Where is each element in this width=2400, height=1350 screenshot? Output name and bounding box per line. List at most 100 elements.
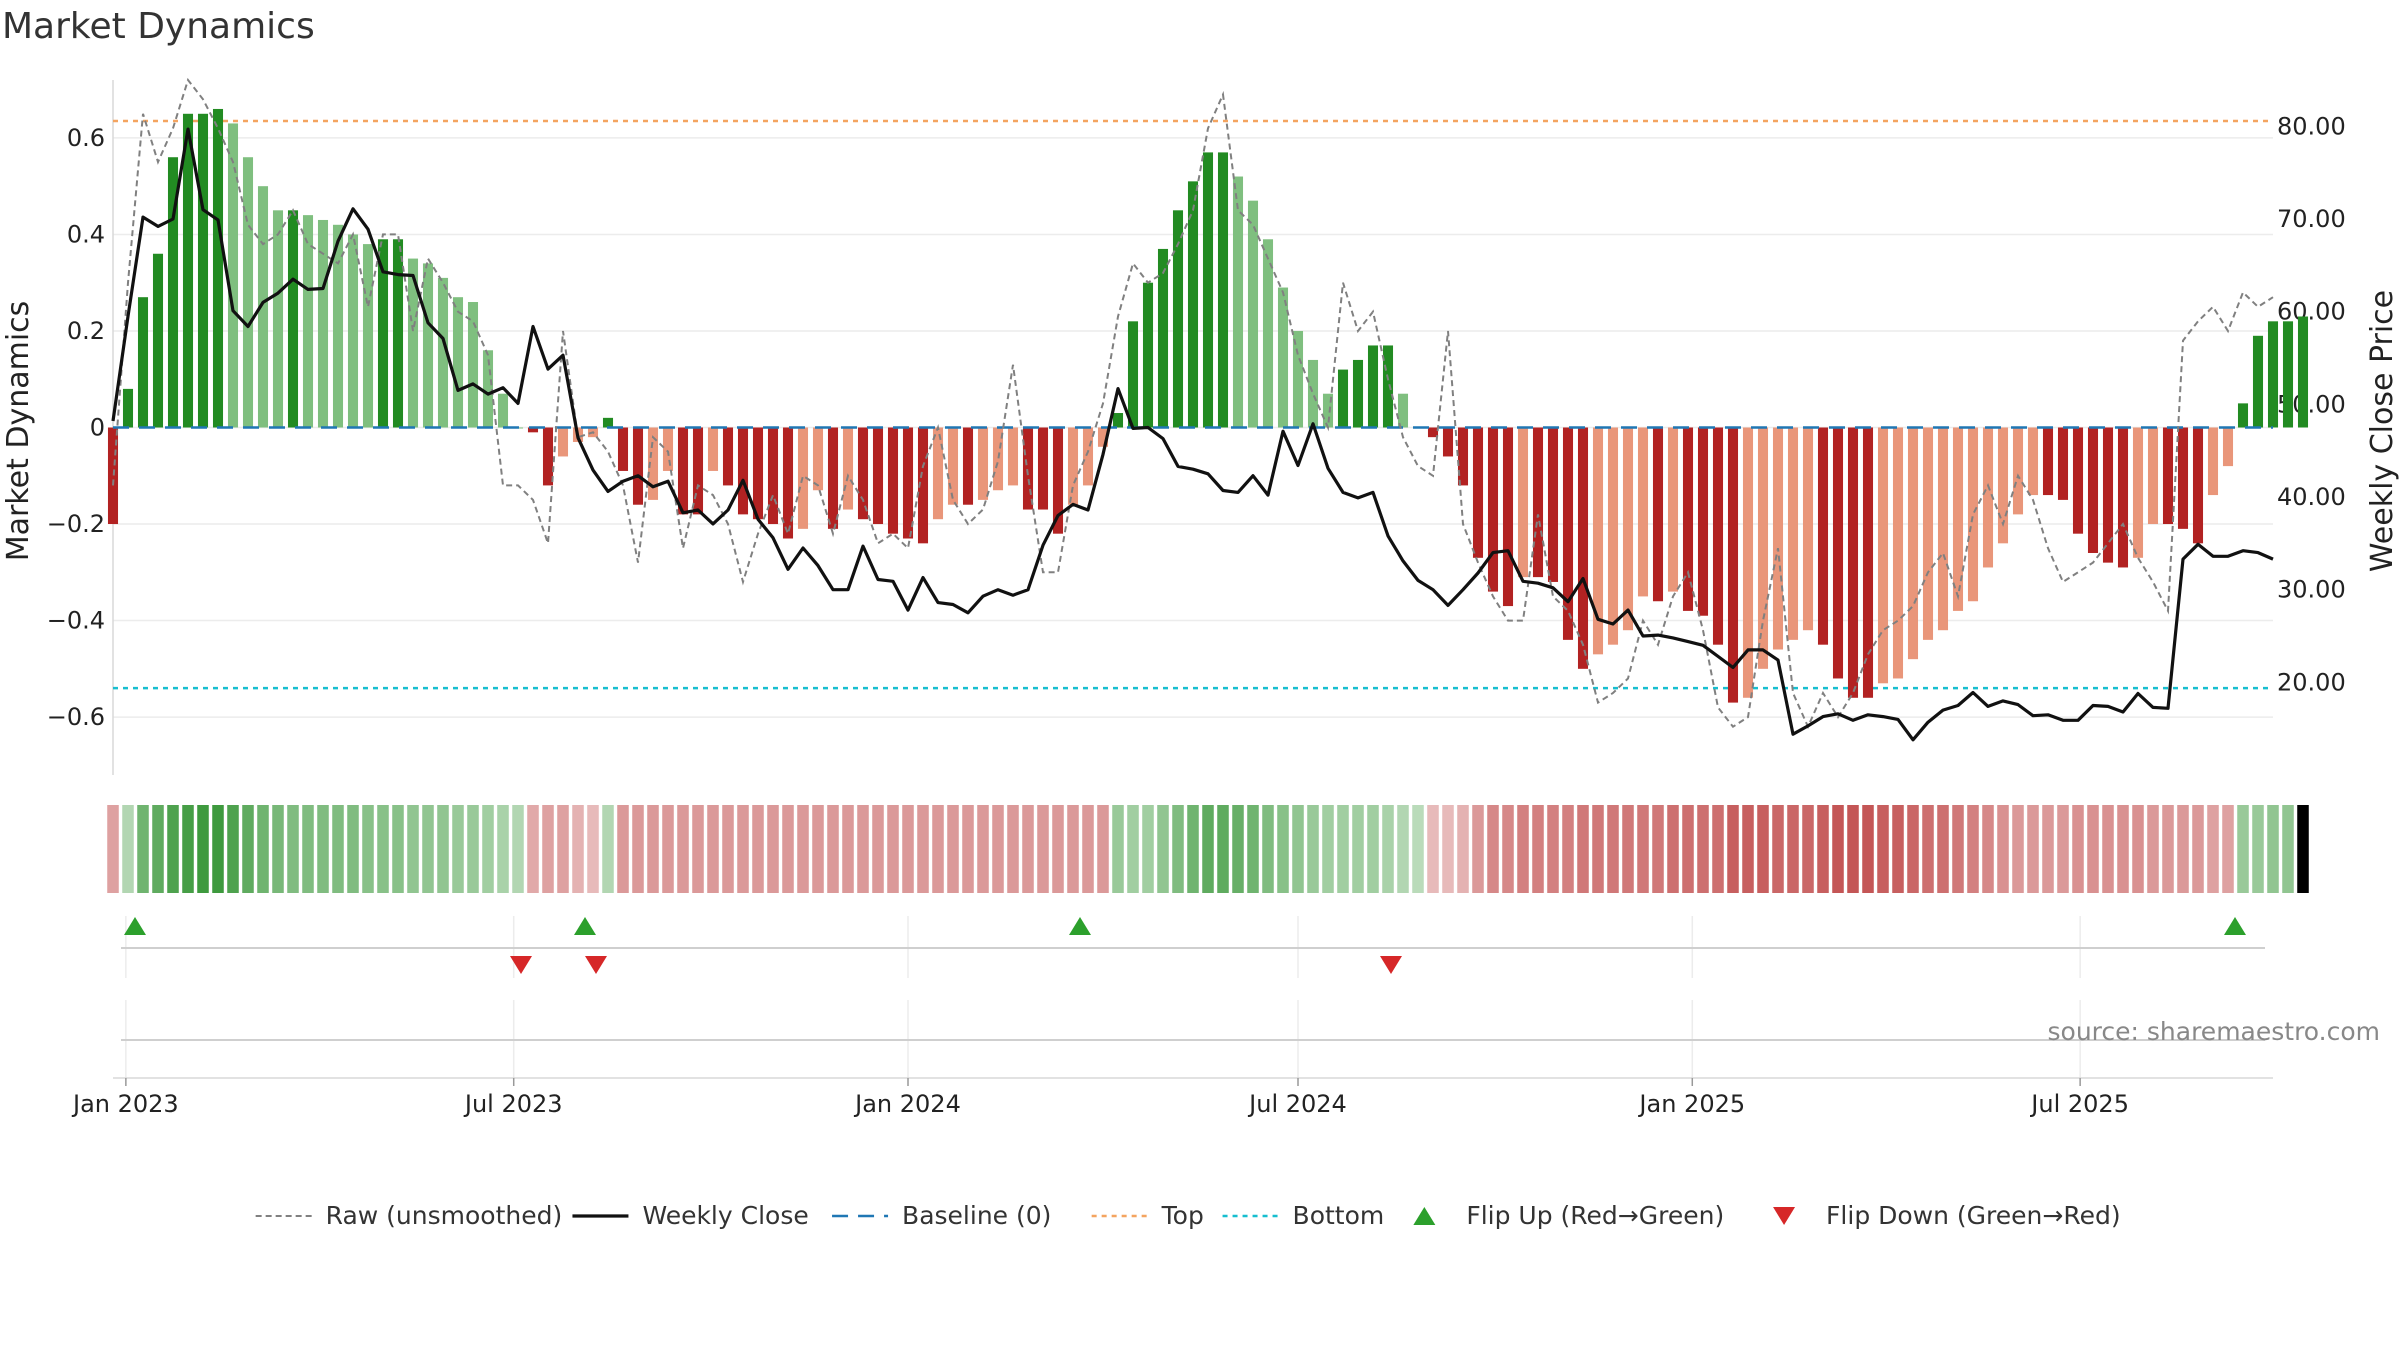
regime-strip-cell [392,805,404,893]
market-dynamics-bar [1922,427,1934,640]
regime-strip-cell [827,805,839,893]
regime-strip-cell [932,805,944,893]
legend-item-flip_up: Flip Up (Red→Green) [1413,1201,1724,1230]
market-dynamics-bar [557,427,569,457]
regime-strip-cell [1232,805,1244,893]
regime-strip-cell [1142,805,1154,893]
market-dynamics-bar [2042,427,2054,496]
legend-label: Flip Up (Red→Green) [1466,1201,1724,1230]
regime-strip-cell [482,805,494,893]
regime-strip-cell [962,805,974,893]
market-dynamics-bar [1247,200,1259,428]
regime-strip-cell [1742,805,1754,893]
regime-strip-cell [677,805,689,893]
legend-label: Bottom [1293,1201,1385,1230]
regime-strip-cell [572,805,584,893]
market-dynamics-bar [2072,427,2084,534]
market-dynamics-bar [1322,393,1334,428]
market-dynamics-bar [1217,152,1229,428]
market-dynamics-bar [1862,427,1874,698]
legend-label: Weekly Close [642,1201,808,1230]
market-dynamics-bar [2267,321,2279,428]
regime-strip-cell [1082,805,1094,893]
market-dynamics-bar [1202,152,1214,428]
market-dynamics-bar [1652,427,1664,602]
y-tick-label-left: −0.2 [47,510,105,538]
regime-strip-cell [1592,805,1604,893]
market-dynamics-bar [1457,427,1469,486]
flip-up-marker [574,917,596,935]
market-dynamics-bar [962,427,974,505]
market-dynamics-bar [167,157,179,428]
regime-strip-cell [1187,805,1199,893]
y-tick-label-right: 60.00 [2277,298,2346,326]
market-dynamics-bar [2147,427,2159,525]
market-dynamics-bar [1637,427,1649,597]
regime-strip-cell [2222,805,2234,893]
market-dynamics-bar [2177,427,2189,529]
market-dynamics-bar [1112,413,1124,428]
market-dynamics-bar [812,427,824,491]
market-dynamics-bar [662,427,674,471]
x-tick-label: Jan 2024 [853,1090,961,1118]
market-dynamics-bar [2087,427,2099,553]
market-dynamics-bar [1232,176,1244,428]
regime-strip-cell [602,805,614,893]
y-tick-label-left: 0 [90,414,105,442]
regime-strip-cell [542,805,554,893]
regime-strip-cell [1382,805,1394,893]
market-dynamics-bar [137,297,149,428]
market-dynamics-bar [467,302,479,428]
legend-item-top: Top [1091,1201,1204,1230]
market-dynamics-bar [1397,393,1409,428]
market-dynamics-bar [1022,427,1034,510]
market-dynamics-bar [257,186,269,428]
market-dynamics-bar [647,427,659,500]
y-axis-label-right: Weekly Close Price [2365,290,2400,572]
legend-label: Raw (unsmoothed) [326,1201,563,1230]
regime-strip-cell [1802,805,1814,893]
regime-strip-cell [122,805,134,893]
market-dynamics-bar [1187,181,1199,428]
regime-strip-cell [1892,805,1904,893]
regime-strip-cell [797,805,809,893]
market-dynamics-bar [2282,321,2294,428]
market-dynamics-bar [767,427,779,525]
regime-strip-cell [452,805,464,893]
regime-strip-cell [2252,805,2264,893]
regime-strip-cell [167,805,179,893]
regime-strip-cell [1022,805,1034,893]
market-dynamics-bar [1037,427,1049,510]
market-dynamics-bar [2057,427,2069,500]
market-dynamics-bar [437,277,449,428]
regime-strip-cell [1547,805,1559,893]
market-dynamics-bar [542,427,554,486]
y-tick-label-right: 40.00 [2277,483,2346,511]
market-dynamics-bar [2162,427,2174,525]
market-dynamics-bar [1727,427,1739,703]
regime-strip-cell [1097,805,1109,893]
regime-strip-cell [317,805,329,893]
regime-strip-cell [1397,805,1409,893]
regime-strip-cell [707,805,719,893]
market-dynamics-bar [902,427,914,539]
regime-strip-cell [2237,805,2249,893]
market-dynamics-bar [857,427,869,520]
regime-strip-cell [1727,805,1739,893]
regime-strip-cell [1967,805,1979,893]
market-dynamics-bar [1592,427,1604,655]
regime-strip-cell [1052,805,1064,893]
market-dynamics-bar [317,219,329,428]
regime-strip-cell [1472,805,1484,893]
regime-strip-cell [1772,805,1784,893]
regime-strip-cell [1337,805,1349,893]
market-dynamics-bar [362,244,374,428]
y-tick-label-right: 70.00 [2277,205,2346,233]
regime-strip-cell [1127,805,1139,893]
market-dynamics-bar [197,113,209,428]
regime-strip-cell [722,805,734,893]
market-dynamics-bar [1997,427,2009,544]
market-dynamics-bar [1127,321,1139,428]
market-dynamics-bar [782,427,794,539]
